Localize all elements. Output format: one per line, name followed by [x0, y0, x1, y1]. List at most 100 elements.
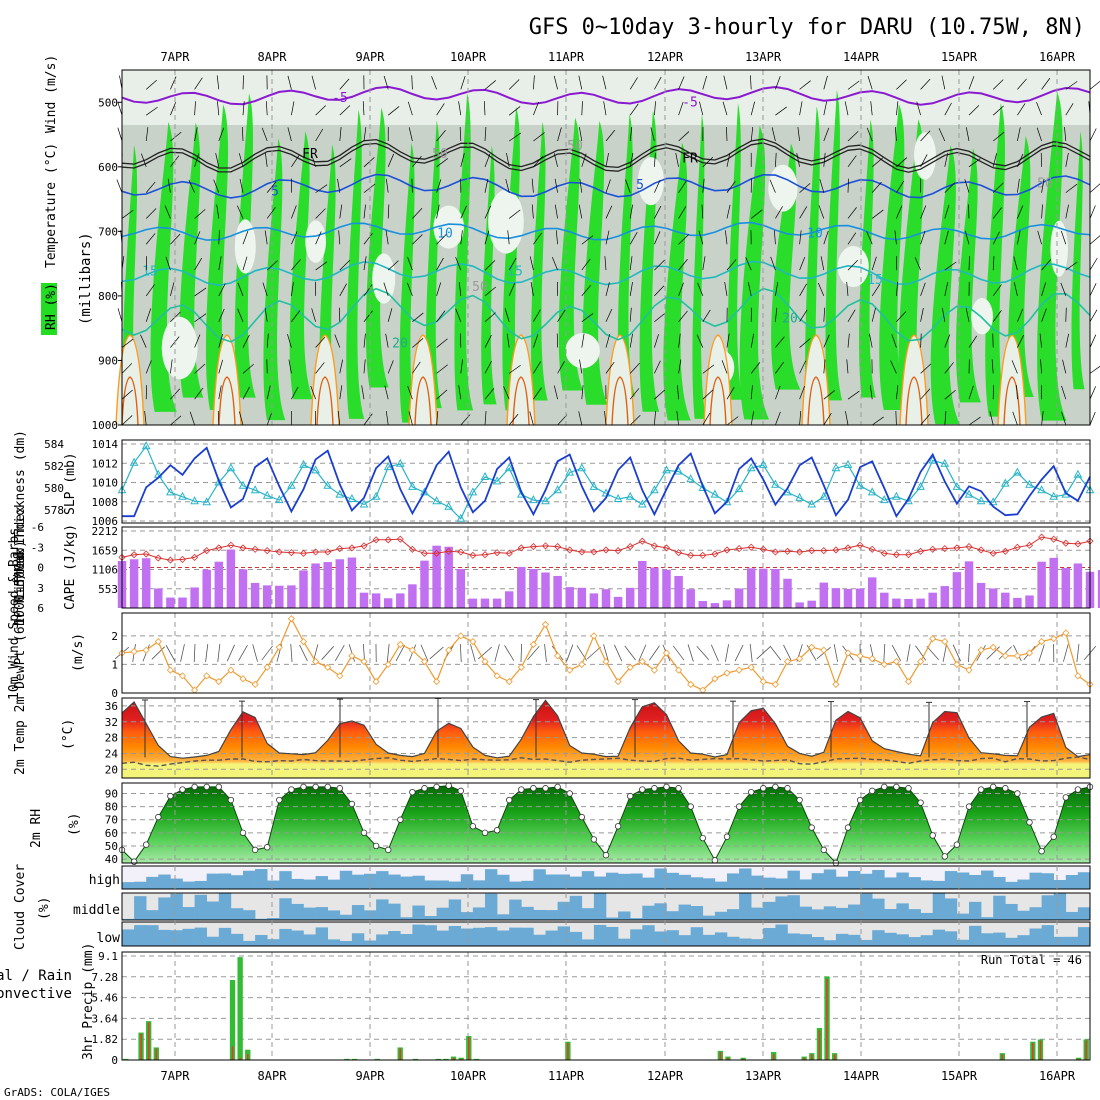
- thickness-marker: [238, 480, 248, 489]
- cape-bar: [565, 587, 574, 608]
- cape-bar: [1025, 595, 1034, 608]
- thickness-marker: [940, 458, 950, 467]
- isotherm-30-loop: [218, 376, 236, 426]
- wind-barb: [533, 309, 541, 322]
- wind-barb: [989, 411, 994, 426]
- wind-barb: [750, 209, 763, 219]
- cloud-cell: [606, 926, 619, 946]
- cloud-cell: [134, 896, 147, 920]
- wind10m-marker: [336, 672, 344, 680]
- wind-barb: [508, 364, 521, 374]
- rh2m-area: [122, 785, 1090, 863]
- thickness-marker: [287, 480, 296, 489]
- wind-barb: [799, 183, 811, 193]
- cape-bar: [698, 601, 708, 608]
- li-marker: [433, 549, 441, 557]
- wind-barb: [629, 204, 633, 219]
- rh-legend-swatch: [41, 283, 57, 335]
- cloud-cell: [848, 934, 861, 946]
- wind10m-barb: [624, 645, 636, 661]
- rh-dry-patch: [433, 205, 464, 249]
- cloud-cell: [751, 907, 764, 920]
- cloud-cell: [872, 870, 885, 889]
- wind-barb: [533, 361, 542, 374]
- rh2m-marker: [990, 783, 997, 791]
- cloud-cell: [279, 898, 292, 920]
- wind10m-marker: [517, 663, 525, 671]
- wind-barb: [846, 281, 849, 296]
- rh2m-marker: [227, 796, 235, 804]
- thickness-marker: [444, 501, 454, 510]
- wind-barb: [533, 232, 542, 245]
- wind-barb: [529, 411, 534, 426]
- cloud-cell: [206, 901, 220, 920]
- wind-barb: [339, 105, 351, 116]
- rh-dry-patch: [637, 157, 664, 206]
- wind-barb: [315, 362, 325, 374]
- rh2m-marker: [276, 796, 283, 804]
- thickness-marker: [1049, 491, 1059, 500]
- cloud-cell: [993, 876, 1006, 889]
- cloud-cell: [206, 936, 220, 946]
- slp-tick: 1006: [92, 515, 119, 528]
- cloud-cell: [956, 913, 970, 920]
- li-marker: [662, 544, 671, 552]
- thickness-tick: 582: [44, 460, 64, 473]
- thickness-marker: [553, 485, 562, 494]
- wind-barb: [557, 127, 562, 142]
- cape-bar: [892, 598, 901, 608]
- wind-barb: [678, 234, 689, 245]
- li-axis-label: Lifted Index: [13, 506, 28, 600]
- wind-barb: [799, 411, 802, 426]
- wind-barb: [944, 411, 947, 426]
- cape-bar: [190, 587, 199, 608]
- thickness-marker: [1000, 478, 1010, 487]
- cape-bar: [577, 587, 587, 608]
- wind-barb: [750, 333, 755, 348]
- li-marker: [929, 545, 937, 553]
- cape-bar: [408, 584, 417, 608]
- li-marker: [251, 545, 259, 553]
- wind-barb: [920, 333, 922, 348]
- cloud-cell: [739, 938, 752, 946]
- wind10m-barb: [1063, 644, 1069, 662]
- wind-barb: [407, 101, 413, 116]
- thickness-marker: [952, 481, 962, 490]
- thickness-marker: [262, 490, 272, 499]
- wind-barb: [896, 281, 898, 296]
- rh-moist-plume: [289, 131, 313, 400]
- pressure-tick: 1000: [92, 419, 119, 432]
- wind-barb: [484, 260, 496, 271]
- wind-barb: [992, 310, 1002, 322]
- thickness-marker: [226, 463, 236, 472]
- wind-barb: [117, 101, 123, 116]
- wind-barb: [896, 311, 907, 322]
- wind-barb: [411, 178, 413, 193]
- wind10m-barb: [566, 644, 574, 662]
- wind-barb: [654, 285, 665, 297]
- date-label-top: 12APR: [647, 50, 684, 64]
- wind-barb: [702, 412, 711, 426]
- wind-barb: [750, 127, 754, 142]
- wind-barb: [944, 362, 954, 374]
- wind-barb: [1012, 411, 1018, 426]
- cloud-cell: [884, 932, 897, 946]
- wind10m-marker: [324, 663, 332, 671]
- cloud-cell: [1077, 872, 1091, 889]
- precip-convective-bar: [1032, 1042, 1034, 1060]
- contour-label: FR: [682, 151, 698, 166]
- wind-barb: [339, 260, 351, 271]
- cloud-cell: [823, 940, 837, 946]
- wind-barb: [291, 101, 295, 116]
- wind-barb: [823, 413, 832, 426]
- wind10m-barb: [696, 646, 710, 660]
- rh-moist-plume: [930, 145, 960, 425]
- wind10m-barb: [261, 645, 273, 661]
- rh2m-marker: [1014, 790, 1021, 797]
- date-label-top: 14APR: [843, 50, 880, 64]
- wind10m-marker: [1025, 649, 1034, 657]
- isotherm-line: [121, 221, 1091, 241]
- rh2m-marker: [808, 824, 815, 831]
- wind-barb: [675, 153, 679, 167]
- wind-barb: [361, 385, 365, 400]
